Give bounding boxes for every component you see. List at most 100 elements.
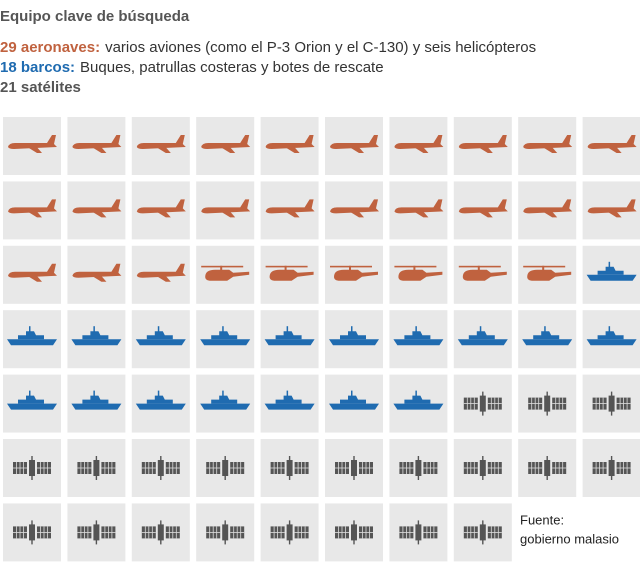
- antenna: [31, 520, 33, 545]
- fuselage: [8, 263, 57, 278]
- source: gobierno malasio: [520, 531, 619, 546]
- plane-icon: [330, 135, 379, 153]
- satellite-icon: [592, 391, 631, 416]
- superstructure: [468, 331, 495, 340]
- satellite-icon: [13, 520, 51, 545]
- hull: [135, 339, 186, 346]
- ship-icon: [393, 390, 444, 410]
- wing: [474, 209, 493, 218]
- antenna: [160, 520, 162, 545]
- hull: [264, 339, 315, 346]
- satellite-icon: [141, 456, 180, 480]
- ship-icon: [586, 326, 637, 346]
- hull: [522, 339, 573, 346]
- hull: [264, 403, 315, 410]
- wing: [152, 209, 171, 218]
- heli-body: [205, 269, 250, 281]
- ship-icon: [264, 390, 315, 410]
- antenna: [288, 456, 291, 480]
- fuselage: [136, 199, 186, 214]
- superstructure: [211, 395, 238, 404]
- ship-icon: [200, 390, 251, 410]
- plane-icon: [587, 135, 637, 153]
- plane-icon: [72, 263, 122, 282]
- superstructure: [18, 395, 44, 404]
- chart-title: Equipo clave de búsqueda: [0, 8, 190, 25]
- fuselage: [201, 199, 251, 214]
- wing: [88, 209, 107, 218]
- antenna: [353, 520, 355, 545]
- plane-icon: [523, 199, 573, 218]
- legend-count: 18 barcos:: [0, 59, 75, 76]
- superstructure: [275, 395, 302, 404]
- wing: [24, 273, 42, 282]
- ship-icon: [135, 326, 186, 346]
- mast: [351, 390, 353, 397]
- superstructure: [340, 395, 366, 404]
- plane-icon: [523, 135, 573, 153]
- hull: [135, 403, 186, 410]
- fuselage: [8, 199, 57, 214]
- wing: [217, 145, 236, 153]
- wing: [346, 145, 364, 153]
- wing: [474, 145, 493, 153]
- wing: [346, 209, 364, 218]
- ship-icon: [586, 261, 637, 281]
- mast: [93, 390, 95, 397]
- wing: [539, 145, 558, 153]
- plane-icon: [136, 135, 186, 153]
- antenna: [482, 456, 484, 480]
- satellite-icon: [463, 456, 502, 480]
- plane-icon: [8, 263, 57, 282]
- hull: [71, 403, 122, 410]
- satellite-icon: [206, 520, 245, 545]
- superstructure: [340, 331, 366, 340]
- ship-icon: [329, 326, 379, 346]
- superstructure: [82, 395, 109, 404]
- wing: [410, 209, 429, 218]
- plane-icon: [72, 135, 122, 153]
- ship-icon: [7, 390, 57, 410]
- source-label: Fuente:: [520, 512, 564, 527]
- mast: [608, 261, 611, 268]
- wing: [281, 209, 300, 218]
- superstructure: [404, 395, 431, 404]
- fuselage: [330, 135, 379, 149]
- rotor-mast: [349, 265, 351, 271]
- antenna: [417, 520, 420, 545]
- superstructure: [597, 266, 624, 275]
- hull: [200, 339, 251, 346]
- mast: [157, 326, 160, 333]
- antenna: [31, 456, 33, 480]
- satellite-icon: [206, 456, 245, 480]
- wing: [603, 209, 622, 218]
- fuselage: [265, 199, 315, 214]
- antenna: [288, 520, 291, 545]
- superstructure: [146, 331, 173, 340]
- fuselage: [201, 135, 251, 149]
- superstructure: [18, 331, 44, 340]
- wing: [24, 145, 42, 153]
- plane-icon: [8, 135, 57, 153]
- legend-description: Buques, patrullas costeras y botes de re…: [80, 59, 384, 76]
- hull: [329, 339, 379, 346]
- ship-icon: [71, 326, 122, 346]
- legend-line: 21 satélites: [0, 79, 81, 96]
- antenna: [224, 520, 226, 545]
- rotor-mast: [220, 265, 223, 271]
- satellite-icon: [528, 456, 567, 480]
- hull: [586, 274, 637, 281]
- plane-icon: [8, 199, 57, 218]
- mast: [415, 326, 417, 333]
- satellite-icon: [463, 391, 502, 416]
- mast: [29, 326, 31, 333]
- ship-icon: [7, 326, 57, 346]
- ship-icon: [71, 390, 122, 410]
- ship-icon: [522, 326, 573, 346]
- plane-icon: [72, 199, 122, 218]
- satellite-icon: [528, 391, 567, 416]
- mast: [222, 390, 224, 397]
- fuselage: [523, 199, 573, 214]
- hull: [457, 339, 508, 346]
